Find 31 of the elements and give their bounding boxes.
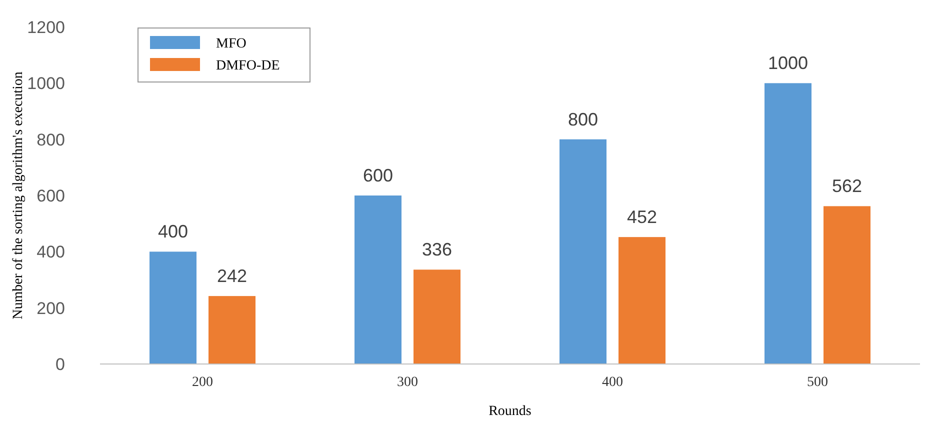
x-axis-title: Rounds: [488, 404, 532, 419]
data-label: 242: [216, 266, 248, 286]
legend-label: MFO: [216, 36, 246, 52]
x-tick-label: 200: [192, 375, 213, 390]
data-label: 336: [422, 240, 452, 260]
data-label: 400: [158, 222, 188, 242]
data-label: 452: [626, 207, 658, 228]
legend-label: DMFO-DE: [216, 58, 280, 74]
bar: [354, 196, 402, 364]
x-tick-label: 300: [397, 375, 418, 390]
data-label: 800: [568, 109, 598, 130]
y-tick-label: 1000: [27, 74, 65, 94]
data-label: 600: [362, 166, 394, 186]
bar: [208, 296, 256, 364]
y-tick-label: 400: [36, 242, 65, 262]
bar: [764, 83, 812, 364]
data-label: 562: [832, 176, 862, 196]
x-tick-label: 400: [602, 375, 623, 390]
y-tick-label: 0: [56, 354, 65, 374]
bar: [560, 139, 606, 364]
bar: [618, 237, 666, 364]
y-tick-label: 600: [36, 186, 65, 206]
data-label: 1000: [768, 53, 808, 74]
y-tick-label: 1200: [27, 18, 65, 37]
y-tick-label: 800: [36, 130, 65, 150]
y-axis-title: Number of the sorting algorithm's execution: [11, 72, 26, 320]
x-tick-label: 500: [807, 375, 828, 390]
bar: [414, 270, 460, 364]
y-tick-label: 200: [36, 298, 65, 318]
bar: [150, 252, 196, 364]
bar: [824, 206, 870, 364]
